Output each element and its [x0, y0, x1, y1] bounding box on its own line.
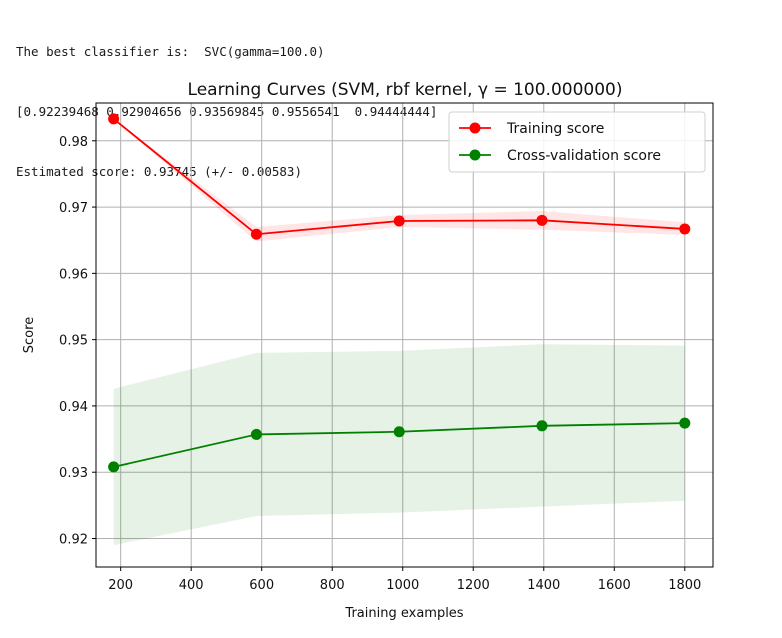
- x-tick-label: 800: [320, 578, 345, 593]
- data-point: [393, 215, 405, 227]
- console-line-best-classifier: The best classifier is: SVC(gamma=100.0): [16, 44, 325, 59]
- data-point: [536, 214, 548, 226]
- y-tick-label: 0.92: [59, 532, 88, 547]
- plot-frame: [95, 102, 714, 568]
- legend-box: [448, 111, 706, 173]
- console-output: The best classifier is: SVC(gamma=100.0)…: [16, 2, 437, 202]
- data-point: [679, 223, 691, 235]
- x-tick-label: 200: [108, 578, 133, 593]
- y-tick-label: 0.96: [59, 267, 88, 282]
- legend-label: Cross-validation score: [507, 148, 661, 164]
- confidence-bands: [113, 118, 685, 546]
- data-point: [250, 228, 262, 240]
- x-tick-label: 1200: [457, 578, 490, 593]
- data-point: [250, 428, 262, 440]
- y-axis-label: Score: [22, 317, 37, 353]
- x-tick-label: 600: [249, 578, 274, 593]
- y-tick-label: 0.95: [59, 334, 88, 349]
- legend: Training score Cross-validation score: [448, 111, 706, 173]
- data-point: [108, 113, 120, 125]
- x-tick-label: 1000: [386, 578, 419, 593]
- legend-marker: [469, 149, 481, 161]
- x-tick-label: 1400: [527, 578, 560, 593]
- x-tick-label: 1800: [668, 578, 701, 593]
- series-lines: [108, 113, 691, 473]
- x-tick-label: 1600: [598, 578, 631, 593]
- data-point: [536, 420, 548, 432]
- data-point: [393, 426, 405, 438]
- chart-title: Learning Curves (SVM, rbf kernel, γ = 10…: [188, 80, 623, 100]
- console-line-scores: [0.92239468 0.92904656 0.93569845 0.9556…: [16, 104, 438, 119]
- y-tick-label: 0.98: [59, 135, 88, 150]
- legend-marker: [469, 122, 481, 134]
- axis-ticks: 200 400 600 800 1000 1200 1400 1600 1800 0.92 0.93…: [59, 135, 701, 593]
- x-axis-label: Training examples: [344, 606, 463, 621]
- legend-label: Training score: [506, 121, 604, 137]
- y-tick-label: 0.94: [59, 400, 88, 415]
- confidence-band-1: [113, 344, 685, 546]
- y-tick-label: 0.97: [59, 201, 88, 216]
- data-point: [108, 461, 120, 473]
- data-point: [679, 417, 691, 429]
- x-tick-label: 400: [179, 578, 204, 593]
- y-tick-label: 0.93: [59, 466, 88, 481]
